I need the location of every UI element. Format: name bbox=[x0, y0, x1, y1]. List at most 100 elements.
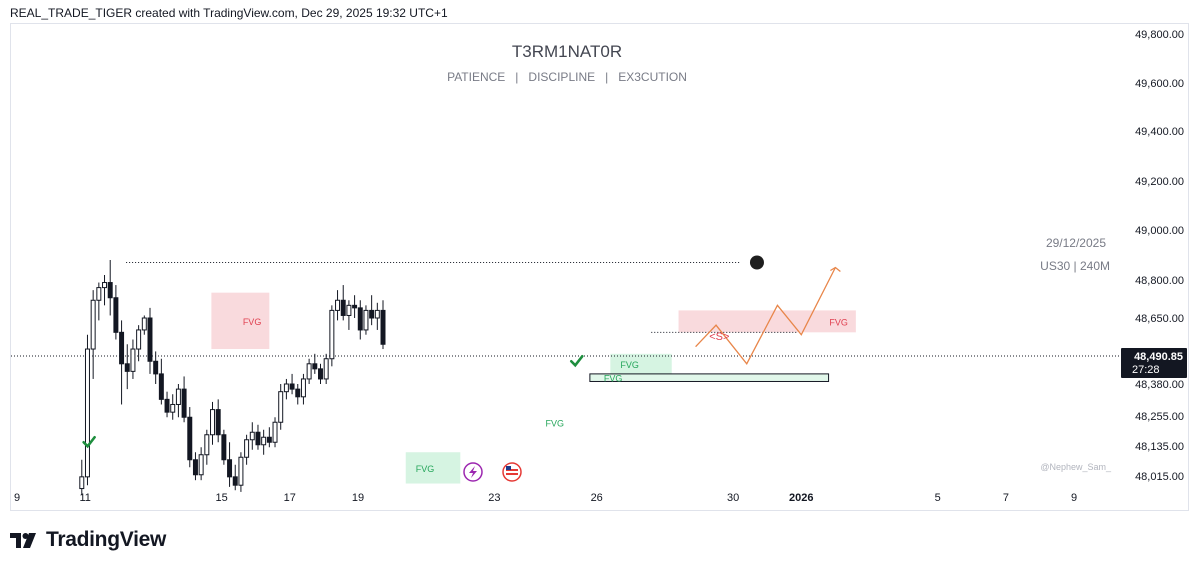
fvg-zone-bull bbox=[589, 373, 830, 382]
tradingview-brand: TradingView bbox=[46, 528, 167, 551]
bear-candle bbox=[340, 285, 346, 321]
bull-candle bbox=[278, 384, 284, 430]
x-axis[interactable]: 91115171923263020265791315192123 bbox=[14, 492, 1200, 504]
chart-frame bbox=[10, 23, 1189, 511]
countdown-label: 27:28 bbox=[1132, 364, 1160, 376]
bull-candle bbox=[96, 282, 102, 321]
bear-candle bbox=[153, 351, 159, 384]
candle-body bbox=[96, 287, 102, 301]
bull-candle bbox=[170, 394, 176, 420]
candle-body bbox=[300, 378, 306, 398]
x-tick-label: 9 bbox=[1071, 492, 1077, 504]
fvg-zone-bull bbox=[405, 452, 461, 484]
candle-body bbox=[266, 436, 272, 443]
bull-candle bbox=[306, 358, 312, 384]
x-tick-label: 26 bbox=[591, 492, 603, 504]
candle-body bbox=[102, 282, 108, 289]
bull-candle bbox=[136, 325, 142, 362]
fvg-zones: FVG FVG FVG FVG FVG FVG bbox=[211, 292, 856, 484]
bear-candle bbox=[232, 464, 238, 491]
bear-candle bbox=[187, 407, 193, 468]
tradingview-logo-icon bbox=[10, 533, 36, 548]
candle-body bbox=[232, 476, 238, 486]
bull-candle bbox=[283, 378, 289, 400]
bear-candle bbox=[164, 391, 170, 418]
candle-body bbox=[84, 348, 90, 478]
candle-body bbox=[323, 358, 329, 380]
fvg-label: FVG bbox=[829, 317, 848, 327]
check-icon bbox=[82, 435, 96, 449]
symbol-label: US30 | 240M bbox=[1040, 259, 1110, 273]
candle-body bbox=[79, 476, 85, 490]
candle-body bbox=[158, 373, 164, 400]
candle-body bbox=[187, 416, 193, 461]
fvg-label: FVG bbox=[243, 317, 262, 327]
chart-caption: REAL_TRADE_TIGER created with TradingVie… bbox=[10, 6, 448, 20]
y-tick-label: 49,200.00 bbox=[1135, 176, 1184, 188]
target-dot[interactable] bbox=[749, 255, 764, 270]
bull-candle bbox=[335, 290, 341, 321]
candles bbox=[79, 260, 386, 496]
bear-candle bbox=[181, 376, 187, 423]
bull-candle bbox=[130, 339, 136, 379]
candle-body bbox=[136, 329, 142, 350]
candle-body bbox=[329, 309, 335, 360]
candle-body bbox=[244, 439, 250, 458]
bull-candle bbox=[272, 417, 278, 448]
candle-body bbox=[272, 421, 278, 443]
candle-body bbox=[306, 363, 312, 380]
candle-body bbox=[107, 282, 113, 299]
x-tick-label: 17 bbox=[284, 492, 296, 504]
bull-candle bbox=[244, 434, 250, 465]
candle-body bbox=[124, 363, 130, 372]
y-tick-label: 49,600.00 bbox=[1135, 78, 1184, 90]
fvg-label: FVG bbox=[604, 374, 623, 384]
lightning-icon[interactable] bbox=[463, 462, 483, 482]
candle-body bbox=[238, 456, 244, 486]
bull-candle bbox=[323, 353, 329, 384]
projection-path bbox=[695, 267, 836, 365]
bull-candle bbox=[204, 429, 210, 465]
x-tick-label: 19 bbox=[352, 492, 364, 504]
candle-body bbox=[215, 409, 221, 436]
signal-label: <S> bbox=[709, 331, 729, 343]
y-tick-label: 49,800.00 bbox=[1135, 29, 1184, 41]
bear-candle bbox=[147, 307, 153, 374]
chart-title: T3RM1NAT0R bbox=[512, 42, 622, 61]
y-tick-label: 48,380.00 bbox=[1135, 379, 1184, 391]
candle-body bbox=[90, 299, 96, 350]
candle-body bbox=[369, 309, 375, 319]
candle-body bbox=[198, 454, 204, 476]
candle-body bbox=[340, 299, 346, 316]
candle-body bbox=[175, 388, 181, 405]
bear-candle bbox=[369, 295, 375, 326]
bear-candle bbox=[318, 363, 323, 384]
x-tick-label: 9 bbox=[14, 492, 20, 504]
bear-candle bbox=[113, 285, 119, 340]
bear-candle bbox=[107, 260, 113, 316]
us-flag-icon[interactable] bbox=[502, 462, 522, 482]
y-axis[interactable]: 49,800.00 49,600.00 49,400.00 49,200.00 49,0… bbox=[1121, 29, 1187, 483]
candle-body bbox=[374, 309, 380, 319]
current-price-label: 48,490.85 bbox=[1134, 351, 1183, 363]
candle-body bbox=[278, 391, 284, 423]
candle-body bbox=[249, 431, 255, 441]
candle-body bbox=[130, 348, 136, 372]
bull-candle bbox=[363, 305, 369, 335]
bear-candle bbox=[215, 399, 221, 443]
x-tick-label: 2026 bbox=[789, 492, 813, 504]
candle-body bbox=[335, 299, 341, 311]
bear-candle bbox=[380, 300, 386, 350]
bear-candle bbox=[266, 427, 272, 448]
bear-candle bbox=[352, 295, 358, 318]
bear-candle bbox=[119, 320, 125, 405]
bull-candle bbox=[198, 447, 204, 481]
x-tick-label: 5 bbox=[935, 492, 941, 504]
bull-candle bbox=[249, 422, 255, 450]
current-price-badge[interactable] bbox=[1121, 348, 1187, 378]
bull-candle bbox=[346, 300, 352, 330]
fvg-zone-bull bbox=[610, 353, 672, 374]
bull-candle bbox=[374, 302, 380, 330]
candle-body bbox=[147, 317, 153, 362]
